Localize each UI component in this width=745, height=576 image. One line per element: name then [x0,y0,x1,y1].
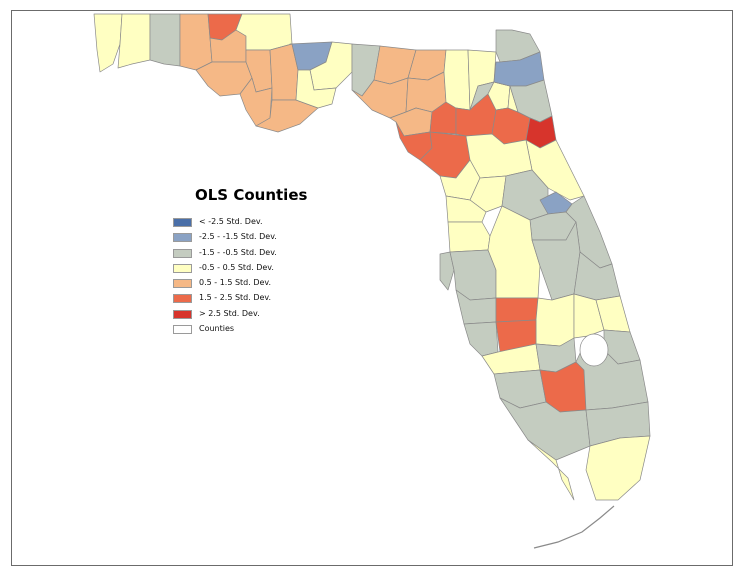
county-miami-dade[interactable] [585,435,651,501]
county-columbia[interactable] [443,49,471,111]
legend-swatch [173,233,192,243]
county-okeechobee[interactable] [573,293,605,339]
florida-keys [533,505,615,549]
legend-label: -2.5 - -1.5 Std. Dev. [199,232,277,242]
lake-okeechobee [579,333,609,367]
legend-label: -1.5 - -0.5 Std. Dev. [199,247,277,257]
county-hardee[interactable] [495,297,539,323]
county-escambia[interactable] [93,13,123,73]
legend-title: OLS Counties [195,186,308,204]
legend-swatch [173,294,192,304]
legend-swatch [173,279,192,289]
legend-swatch [173,325,192,335]
legend-label: < -2.5 Std. Dev. [199,217,263,226]
legend-swatch [173,248,192,258]
county-gulf[interactable] [239,77,273,127]
county-lee[interactable] [493,369,547,409]
legend-label: 0.5 - 1.5 Std. Dev. [199,278,272,288]
legend-label: Counties [199,324,235,334]
legend-label: 1.5 - 2.5 Std. Dev. [199,293,272,303]
legend-label: -0.5 - 0.5 Std. Dev. [199,262,274,272]
county-santa-rosa[interactable] [117,13,151,69]
legend-swatch [173,218,192,227]
county-sarasota[interactable] [463,321,499,357]
county-highlands[interactable] [535,293,575,347]
legend-swatch [173,309,192,319]
legend-swatch [173,263,192,273]
county-pinellas[interactable] [439,251,455,291]
county-monroe[interactable] [527,439,575,501]
county-wakulla[interactable] [295,69,337,109]
county-okaloosa[interactable] [149,13,181,67]
county-walton[interactable] [179,13,213,71]
legend-label: > 2.5 Std. Dev. [199,308,260,318]
county-pasco[interactable] [447,221,491,253]
county-hernando[interactable] [445,195,487,223]
